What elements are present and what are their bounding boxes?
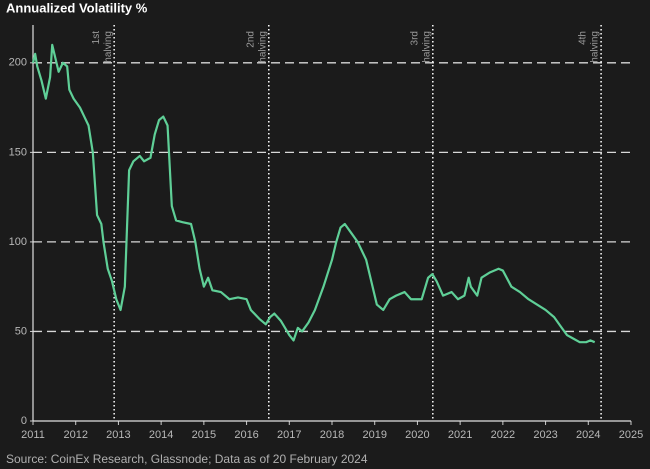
x-tick-label: 2013 [106,429,130,441]
x-tick-label: 2014 [149,429,173,441]
x-tick-label: 2012 [63,429,87,441]
x-tick-label: 2018 [320,429,344,441]
x-tick-label: 2023 [533,429,557,441]
y-tick-label: 0 [21,415,27,427]
halving-label: 4th [578,31,589,45]
halving-label: 3rd [409,31,420,45]
chart-title: Annualized Volatility % [6,0,148,15]
x-tick-label: 2022 [491,429,515,441]
halving-label: halving [103,31,114,63]
halving-label: halving [590,31,601,63]
x-tick-label: 2015 [192,429,216,441]
x-tick-label: 2025 [619,429,643,441]
halving-label: halving [421,31,432,63]
halving-label: 2nd [245,31,256,48]
x-tick-label: 2021 [448,429,472,441]
x-tick-label: 2020 [405,429,429,441]
volatility-line [31,43,596,344]
y-tick-label: 50 [15,325,27,337]
source-note: Source: CoinEx Research, Glassnode; Data… [6,452,368,466]
x-tick-label: 2016 [234,429,258,441]
x-tick-label: 2019 [362,429,386,441]
y-tick-label: 200 [9,57,27,69]
halving-label: halving [257,31,268,63]
x-tick-label: 2024 [576,429,600,441]
y-tick-label: 150 [9,146,27,158]
x-tick-label: 2017 [277,429,301,441]
x-tick-label: 2011 [21,429,45,441]
halving-label: 1st [91,31,102,45]
y-tick-label: 100 [9,236,27,248]
